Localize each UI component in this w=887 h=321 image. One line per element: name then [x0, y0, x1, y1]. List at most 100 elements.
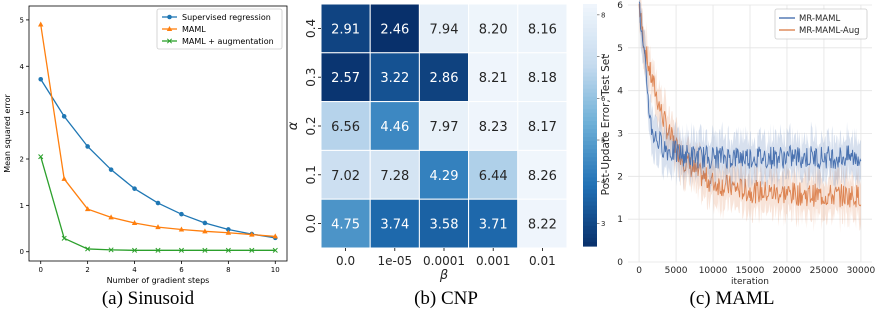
- plot-c-y-tick-label: 3: [617, 130, 623, 140]
- colorbar-segment: [583, 129, 597, 134]
- colorbar-segment: [583, 92, 597, 98]
- data-point: [202, 247, 208, 253]
- data-point: [155, 247, 161, 253]
- data-point: [38, 154, 44, 160]
- series-line-1: [638, 3, 862, 208]
- heatmap-cell: [468, 101, 519, 151]
- heatmap-cell-label: 3.22: [380, 71, 409, 86]
- data-point: [108, 167, 114, 172]
- colorbar-segment: [583, 108, 597, 114]
- colorbar-segment: [583, 233, 597, 239]
- colorbar-segment: [583, 189, 597, 195]
- legend-label: MAML: [182, 25, 206, 34]
- plot-c-y-tick-label: 4: [617, 87, 623, 97]
- heatmap-cell: [468, 198, 519, 249]
- colorbar-segment: [583, 60, 597, 66]
- colorbar-segment: [583, 205, 597, 211]
- colorbar-segment: [583, 88, 597, 94]
- heatmap-cell-label: 4.29: [430, 169, 459, 184]
- heatmap-cell-label: 4.46: [380, 120, 409, 135]
- colorbar-segment: [583, 169, 597, 174]
- plot-c-y-tick-label: 2: [617, 172, 623, 182]
- heatmap-cell-label: 3.71: [479, 218, 508, 233]
- heatmap-cell-label: 4.75: [331, 218, 360, 233]
- data-point: [85, 246, 91, 252]
- colorbar-segment: [583, 161, 597, 166]
- data-point: [108, 214, 114, 220]
- colorbar-segment: [583, 173, 597, 179]
- colorbar-segment: [583, 4, 597, 9]
- legend-marker: [166, 26, 173, 31]
- plot-a-x-tick-label: 6: [179, 266, 184, 274]
- heatmap-cell-label: 3.74: [380, 218, 409, 233]
- colorbar-segment: [583, 149, 597, 154]
- legend-marker: [166, 38, 173, 44]
- data-point: [226, 227, 231, 232]
- heatmap-cell-label: 8.23: [479, 120, 508, 135]
- plot-a-y-tick-label: 3: [20, 109, 24, 117]
- data-point: [272, 247, 278, 253]
- colorbar-segment: [583, 141, 597, 146]
- plot-a-x-tick-label: 0: [38, 266, 42, 274]
- heatmap-cell: [369, 101, 420, 151]
- plot-a-frame: [28, 5, 288, 262]
- colorbar-segment: [583, 197, 597, 203]
- series-line-0: [40, 78, 276, 239]
- plot-a-y-tick-label: 4: [20, 63, 25, 71]
- colorbar-segment: [583, 116, 597, 122]
- colorbar-segment: [583, 36, 597, 41]
- plot-b-x-tick-label: 0.0: [336, 254, 355, 268]
- plot-b-x-axis-label: β: [439, 268, 448, 283]
- plot-c-x-axis-label: iteration: [731, 277, 769, 287]
- heatmap-cell-label: 8.21: [479, 71, 508, 86]
- legend-label: Supervised regression: [182, 13, 271, 22]
- heatmap-cell: [320, 101, 371, 151]
- heatmap-cell: [320, 52, 371, 103]
- heatmap-cell: [468, 52, 519, 103]
- series-line-0: [638, 1, 862, 170]
- colorbar-tick-label: 3: [601, 220, 605, 228]
- data-point: [61, 175, 67, 181]
- data-point: [178, 226, 185, 232]
- colorbar-segment: [583, 125, 597, 130]
- plot-b-y-axis-label: α: [286, 121, 301, 130]
- heatmap-cell: [369, 198, 420, 249]
- plot-c-x-tick-label: 10000: [699, 266, 728, 276]
- data-point: [131, 219, 138, 225]
- colorbar-segment: [583, 133, 597, 138]
- heatmap-cell-label: 8.17: [528, 120, 557, 135]
- data-point: [179, 211, 184, 217]
- legend-marker: [167, 14, 172, 20]
- plot-c-x-tick-label: 0: [636, 266, 642, 276]
- data-point: [272, 233, 278, 239]
- colorbar-tick-label: 6: [601, 95, 606, 103]
- heatmap-cell-label: 7.94: [430, 22, 459, 37]
- heatmap-cell-label: 2.46: [380, 22, 409, 37]
- colorbar-segment: [583, 241, 597, 247]
- data-point: [132, 186, 137, 191]
- heatmap-cell-label: 8.26: [528, 169, 557, 184]
- colorbar-segment: [583, 16, 597, 21]
- caption-c: (c) MAML: [689, 288, 775, 309]
- heatmap-cell: [517, 101, 568, 151]
- plot-c-x-tick-label: 25000: [810, 266, 839, 276]
- colorbar-segment: [583, 157, 597, 162]
- heatmap-cell-label: 3.58: [430, 218, 459, 233]
- plot-c-x-tick-label: 20000: [773, 266, 802, 276]
- heatmap-cell: [369, 52, 420, 103]
- plot-c-x-tick-label: 5000: [665, 266, 688, 276]
- colorbar-segment: [583, 84, 597, 90]
- colorbar-segment: [583, 165, 597, 170]
- heatmap-cell: [320, 3, 371, 54]
- colorbar-segment: [583, 104, 597, 110]
- colorbar-segment: [583, 100, 597, 106]
- colorbar-tick-label: 4: [601, 178, 606, 186]
- heatmap-cell-label: 8.16: [528, 22, 557, 37]
- caption-a: (a) Sinusoid: [101, 288, 195, 309]
- plot-c-x-tick-label: 15000: [736, 266, 765, 276]
- plot-b-x-tick-label: 0.001: [476, 254, 510, 268]
- plot-a-y-tick-label: 0: [20, 248, 24, 256]
- plot-c-legend: [774, 8, 868, 40]
- data-point: [38, 21, 44, 27]
- colorbar-segment: [583, 177, 597, 183]
